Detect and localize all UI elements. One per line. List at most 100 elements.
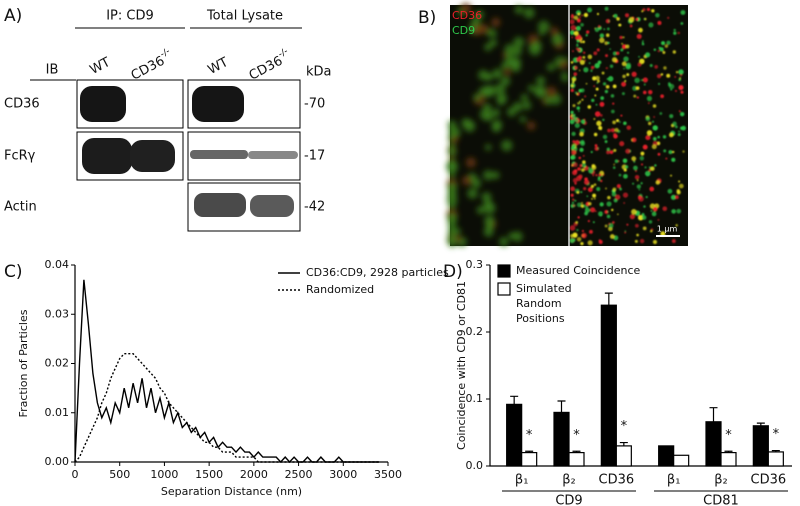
speckle	[571, 114, 576, 119]
speckle	[578, 156, 582, 160]
speckle	[631, 156, 637, 162]
speckle	[582, 160, 586, 164]
speckle	[574, 140, 580, 146]
speckle	[678, 130, 681, 133]
speckle	[589, 229, 593, 234]
speckle	[605, 66, 608, 70]
speckle	[647, 102, 650, 105]
speckle	[648, 220, 653, 224]
speckle	[483, 200, 494, 210]
speckle	[651, 211, 657, 217]
speckle	[499, 237, 509, 247]
speckle	[638, 55, 640, 58]
speckle	[678, 85, 684, 91]
legend-label: Measured Coincidence	[516, 264, 641, 277]
speckle	[559, 60, 569, 69]
speckle	[606, 201, 612, 207]
speckle	[680, 10, 686, 15]
speckle	[572, 198, 575, 201]
speckle	[599, 114, 603, 117]
speckle	[611, 208, 614, 212]
speckle	[616, 51, 620, 55]
speckle	[673, 28, 676, 32]
speckle	[584, 95, 587, 98]
speckle	[612, 102, 615, 105]
speckle	[608, 223, 614, 229]
error-bar	[604, 292, 613, 306]
speckle	[602, 118, 605, 122]
speckle	[657, 218, 660, 221]
speckle	[505, 52, 514, 60]
speckle	[611, 191, 617, 197]
lane-text: WT	[205, 54, 230, 77]
speckle	[570, 61, 574, 64]
speckle	[586, 30, 590, 34]
speckle	[581, 229, 585, 233]
speckle	[582, 154, 585, 157]
speckle	[617, 213, 619, 216]
speckle	[484, 215, 495, 226]
speckle	[663, 149, 667, 153]
speckle	[611, 57, 618, 63]
channel-label: CD9	[452, 24, 475, 37]
legend-swatch	[497, 264, 511, 278]
speckle	[626, 125, 632, 130]
speckle	[570, 88, 574, 93]
speckle	[670, 194, 677, 200]
speckle	[655, 180, 661, 185]
band	[194, 193, 246, 217]
row-label: CD36	[4, 97, 40, 112]
speckle	[614, 127, 619, 133]
speckle	[581, 98, 584, 101]
speckle	[607, 128, 611, 133]
speckle	[639, 58, 645, 65]
speckle	[572, 140, 576, 144]
speckle	[572, 204, 576, 207]
speckle	[491, 108, 501, 118]
speckle	[597, 176, 601, 180]
speckle	[569, 225, 576, 231]
kda-value: -42	[304, 200, 325, 215]
speckle	[508, 232, 516, 240]
speckle	[625, 148, 631, 154]
speckle	[511, 62, 521, 73]
speckle	[593, 51, 598, 56]
speckle	[624, 80, 627, 82]
lane-label: CD36-/-	[127, 46, 175, 83]
speckle	[489, 38, 498, 47]
speckle	[569, 19, 575, 25]
speckle	[619, 35, 623, 40]
speckle	[612, 120, 616, 125]
speckle	[681, 125, 686, 131]
speckle	[520, 94, 529, 102]
speckle	[463, 120, 476, 133]
speckle	[593, 85, 596, 88]
speckle	[649, 186, 655, 192]
speckle	[636, 96, 640, 99]
speckle	[551, 33, 564, 46]
speckle	[674, 125, 678, 129]
speckle	[621, 61, 627, 67]
speckle	[612, 84, 617, 89]
panel-label: A)	[4, 6, 22, 26]
legend-label: Simulated Random Positions	[516, 282, 572, 325]
lane-sup: -/-	[159, 46, 172, 59]
speckle	[614, 159, 619, 164]
speckle	[661, 41, 666, 46]
speckle	[484, 43, 492, 52]
speckle	[660, 94, 665, 99]
speckle	[634, 223, 639, 228]
speckle	[579, 59, 585, 65]
x-tick-label: 2500	[285, 468, 313, 481]
band	[250, 195, 294, 217]
speckle	[585, 34, 588, 37]
speckle	[678, 78, 681, 81]
speckle	[571, 201, 574, 204]
speckle	[648, 166, 651, 169]
speckle	[592, 174, 595, 177]
speckle	[597, 79, 600, 83]
speckle	[604, 140, 608, 144]
speckle	[571, 149, 577, 156]
speckle	[587, 105, 592, 109]
speckle	[511, 46, 523, 57]
